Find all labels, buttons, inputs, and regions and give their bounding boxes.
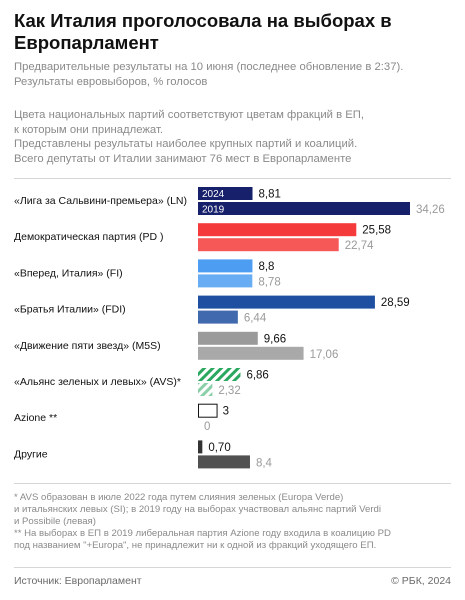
value-label-2019: 8,4 xyxy=(256,457,273,469)
bar-2024 xyxy=(198,440,203,454)
divider-top xyxy=(14,178,451,179)
bar-chart: «Лига за Сальвини-премьера» (LN) 8,81 34,2… xyxy=(14,187,445,469)
bar-2024 xyxy=(198,223,357,237)
note-line: к которым они принадлежат. xyxy=(14,123,164,136)
footnote-line: и Possibile (левая) xyxy=(14,516,96,527)
category-label: «Братья Италии» (FDI) xyxy=(14,304,126,316)
bar-2019 xyxy=(198,274,253,288)
bar-2019 xyxy=(198,310,238,324)
bar-2024 xyxy=(198,295,375,309)
note-line: Всего депутаты от Италии занимают 76 мес… xyxy=(14,152,352,165)
value-label-2024: 9,66 xyxy=(264,333,286,345)
chart-subtitle: Предварительные результаты на 10 июня (п… xyxy=(14,61,404,88)
value-label-2019: 8,78 xyxy=(258,276,280,288)
footnote-line: и итальянских левых (SI); в 2019 году на… xyxy=(14,504,382,515)
divider-bottom xyxy=(14,483,451,484)
value-label-2024: 25,58 xyxy=(362,225,391,237)
divider-footer xyxy=(14,567,451,568)
value-label-2019: 17,06 xyxy=(310,349,339,361)
bar-2024 xyxy=(198,259,253,273)
value-label-2024: 6,86 xyxy=(246,370,268,382)
category-label: «Движение пяти звезд» (M5S) xyxy=(14,340,161,352)
category-label: Другие xyxy=(14,448,48,460)
legend-label-2024: 2024 xyxy=(202,189,225,200)
category-label: «Лига за Сальвини-премьера» (LN) xyxy=(14,195,187,207)
value-label-2019: 22,74 xyxy=(345,240,374,252)
bar-2024 xyxy=(198,331,258,345)
bar-2019 xyxy=(198,202,410,215)
chart-title: Как Италия проголосовала на выборах в Ев… xyxy=(14,10,392,53)
bar-2019 xyxy=(198,455,250,469)
bar-2019 xyxy=(198,346,304,360)
copyright-label: © РБК, 2024 xyxy=(391,575,451,587)
category-label: «Альянс зеленых и левых» (AVS)* xyxy=(14,376,181,388)
value-label-2019: 6,44 xyxy=(244,313,267,325)
bar-2024 xyxy=(198,403,218,418)
note-line: Цвета национальных партий соответствуют … xyxy=(14,109,365,121)
value-label-2024: 28,59 xyxy=(381,297,410,309)
value-label-2019: 2,32 xyxy=(218,385,240,397)
bar-2019 xyxy=(198,383,213,396)
bar-2024 xyxy=(198,368,241,381)
category-label: Azione ** xyxy=(14,412,57,424)
footnote-line: под названием "+Europa", не принадлежит … xyxy=(14,540,377,551)
value-label-2024: 8,8 xyxy=(258,261,274,273)
value-label-2019: 0 xyxy=(204,421,210,433)
footnote-line: ** На выборах в ЕП в 2019 либеральная па… xyxy=(14,528,391,539)
value-label-2024: 3 xyxy=(223,406,229,418)
value-label-2024: 8,81 xyxy=(259,189,281,201)
footnote-line: * AVS образован в июле 2022 года путем с… xyxy=(14,492,344,503)
chart-note: Цвета национальных партий соответствуют … xyxy=(14,108,454,166)
footnotes: * AVS образован в июле 2022 года путем с… xyxy=(14,492,454,552)
value-label-2019: 34,26 xyxy=(416,204,445,216)
category-label: «Вперед, Италия» (FI) xyxy=(14,267,123,279)
category-label: Демократическая партия (PD ) xyxy=(14,231,163,243)
legend-label-2019: 2019 xyxy=(202,205,225,216)
bar-2024 xyxy=(198,187,253,200)
value-label-2024: 0,70 xyxy=(208,442,230,454)
bar-2019 xyxy=(198,238,339,252)
note-line: Представлены результаты наиболее крупных… xyxy=(14,138,358,150)
source-label: Источник: Европарламент xyxy=(14,575,142,587)
